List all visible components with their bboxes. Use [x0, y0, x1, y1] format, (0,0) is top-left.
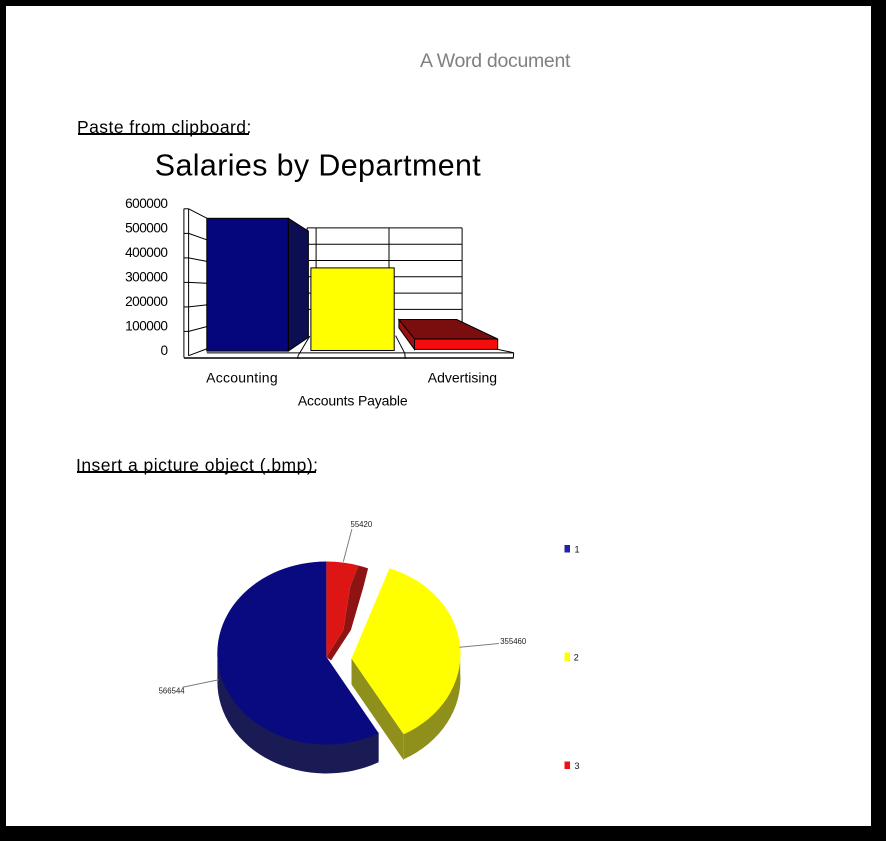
svg-text:55420: 55420: [351, 520, 373, 529]
svg-text:2: 2: [574, 653, 579, 663]
svg-text:0: 0: [160, 343, 168, 358]
svg-text:566544: 566544: [159, 687, 186, 696]
svg-text:3: 3: [575, 761, 580, 771]
svg-text:Accounts Payable: Accounts Payable: [298, 393, 408, 409]
svg-text:Advertising: Advertising: [428, 369, 497, 385]
svg-text:1: 1: [575, 545, 580, 555]
svg-text:300000: 300000: [125, 270, 168, 285]
svg-text:Accounting: Accounting: [206, 369, 278, 385]
svg-text:355460: 355460: [500, 637, 527, 646]
svg-text:400000: 400000: [125, 245, 168, 260]
svg-text:Salaries by Department: Salaries by Department: [155, 149, 482, 183]
svg-text:100000: 100000: [125, 319, 168, 334]
svg-text:500000: 500000: [125, 221, 168, 236]
svg-text:600000: 600000: [125, 196, 168, 211]
svg-text:200000: 200000: [125, 294, 168, 309]
